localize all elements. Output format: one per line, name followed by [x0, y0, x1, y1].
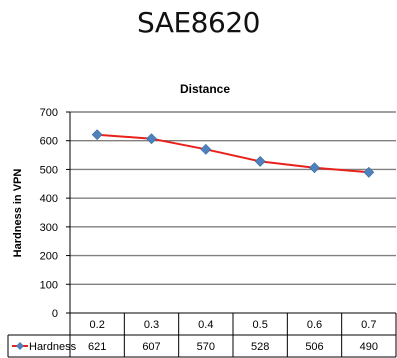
- chart-title: Distance: [180, 82, 230, 96]
- series-hardness: [91, 129, 375, 178]
- data-table-value: 621: [88, 341, 106, 353]
- data-table-value: 607: [142, 341, 160, 353]
- legend-series-name: Hardness: [29, 341, 77, 353]
- x-tick-label: 0.3: [144, 319, 159, 331]
- y-tick-label: 200: [40, 251, 58, 263]
- data-table-value: 570: [197, 341, 215, 353]
- data-table-value: 506: [305, 341, 323, 353]
- data-point-marker: [200, 143, 212, 155]
- x-tick-label: 0.7: [361, 319, 376, 331]
- legend-marker-key: [16, 342, 24, 350]
- gridlines: [66, 111, 396, 314]
- data-point-marker: [309, 162, 320, 174]
- series-line-hardness: [97, 133, 369, 174]
- y-tick-label: 300: [40, 222, 58, 234]
- x-tick-label: 0.6: [307, 319, 322, 331]
- y-tick-label: 600: [40, 136, 58, 148]
- x-tick-label: 0.2: [90, 319, 105, 331]
- y-tick-label: 700: [40, 107, 58, 119]
- x-tick-label: 0.5: [253, 319, 268, 331]
- data-point-marker: [363, 166, 375, 178]
- y-tick-label: 400: [40, 193, 58, 205]
- data-point-marker: [146, 133, 157, 145]
- data-point-marker: [254, 155, 266, 167]
- page-title: SAE8620: [137, 6, 260, 39]
- x-tick-label: 0.4: [198, 319, 213, 331]
- data-point-marker: [91, 129, 103, 141]
- y-tick-label: 0: [52, 308, 58, 320]
- data-table: 0.2 0.3 0.4 0.5 0.6 0.7 Hardness 621 607 570 528 50…: [7, 313, 397, 358]
- data-table-value: 528: [251, 341, 269, 353]
- data-table-value: 490: [360, 341, 378, 353]
- y-axis-label: Hardness in VPN: [12, 169, 24, 258]
- y-axis-ticks: 0 100 200 300 400 500 600 700: [40, 107, 58, 320]
- y-tick-label: 500: [40, 164, 58, 176]
- y-tick-label: 100: [40, 279, 58, 291]
